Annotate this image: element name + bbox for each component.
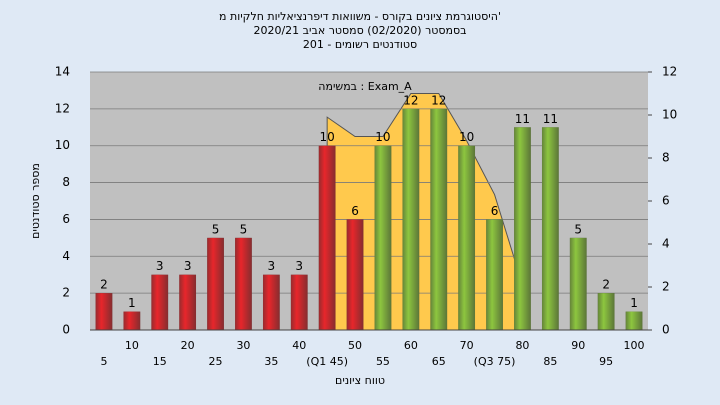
x-tick-label: 85 — [543, 355, 557, 368]
value-label: 1 — [630, 296, 638, 310]
bar — [597, 293, 615, 330]
x-tick-label: 95 — [599, 355, 613, 368]
value-label: 11 — [543, 112, 558, 126]
bar — [235, 237, 252, 330]
x-tick-label: 65 — [432, 355, 446, 368]
x-tick-label: 90 — [571, 339, 585, 352]
y-tick-label: 2 — [62, 286, 70, 300]
x-tick-label: (Q3 75) — [474, 355, 516, 368]
y-axis-label: מספר סטודנטים — [29, 163, 42, 239]
x-tick-label: 60 — [404, 339, 418, 352]
annotation: במשימה : Exam_A — [318, 80, 412, 93]
y2-tick-label: 10 — [662, 108, 677, 122]
chart-subtitle: בסמסטר (02/2020) סמסטר אביב 2020/21 — [253, 24, 466, 37]
bar — [514, 127, 531, 331]
value-label: 10 — [375, 130, 390, 144]
y2-tick-label: 4 — [662, 237, 670, 251]
value-label: 2 — [100, 278, 108, 292]
y-tick-label: 6 — [62, 212, 70, 226]
bar — [179, 274, 197, 330]
x-tick-label: 25 — [209, 355, 223, 368]
y-tick-label: 4 — [62, 249, 70, 263]
y2-tick-label: 12 — [662, 65, 677, 79]
value-label: 12 — [403, 93, 418, 107]
value-label: 10 — [320, 130, 335, 144]
x-axis-label: טווח ציונים — [335, 374, 385, 387]
value-label: 3 — [156, 259, 164, 273]
value-label: 2 — [602, 278, 610, 292]
x-tick-label: 15 — [153, 355, 167, 368]
x-tick-label: 100 — [624, 339, 645, 352]
x-tick-label: 80 — [515, 339, 529, 352]
bar — [569, 237, 587, 330]
bar — [486, 219, 503, 330]
value-label: 5 — [212, 222, 220, 236]
value-label: 5 — [240, 222, 248, 236]
y2-tick-label: 2 — [662, 280, 670, 294]
y2-tick-label: 8 — [662, 151, 670, 165]
bar — [95, 293, 113, 330]
value-label: 3 — [295, 259, 303, 273]
x-tick-label: 40 — [292, 339, 306, 352]
y-tick-label: 12 — [55, 101, 70, 115]
bar — [318, 145, 336, 330]
bar — [374, 145, 392, 330]
y-tick-label: 10 — [55, 138, 70, 152]
x-tick-label: 5 — [100, 355, 107, 368]
value-label: 12 — [431, 93, 446, 107]
x-tick-label: 35 — [264, 355, 278, 368]
value-label: 5 — [574, 222, 582, 236]
x-tick-label: (Q1 45) — [306, 355, 348, 368]
bar — [290, 274, 308, 330]
value-label: 6 — [351, 204, 359, 218]
x-tick-label: 55 — [376, 355, 390, 368]
value-label: 1 — [128, 296, 136, 310]
x-tick-label: 20 — [181, 339, 195, 352]
y-tick-label: 8 — [62, 175, 70, 189]
y-tick-label: 14 — [55, 65, 70, 79]
bar — [430, 108, 448, 330]
y2-tick-label: 0 — [662, 323, 670, 337]
x-tick-label: 30 — [236, 339, 250, 352]
bar — [541, 127, 559, 331]
x-tick-label: 10 — [125, 339, 139, 352]
bar — [402, 108, 420, 330]
y2-tick-label: 6 — [662, 194, 670, 208]
bar — [262, 274, 280, 330]
bar — [346, 219, 364, 330]
value-label: 10 — [459, 130, 474, 144]
bar — [625, 311, 643, 330]
value-label: 6 — [491, 204, 499, 218]
y-tick-label: 0 — [62, 323, 70, 337]
value-label: 11 — [515, 112, 530, 126]
value-label: 3 — [268, 259, 276, 273]
x-tick-label: 50 — [348, 339, 362, 352]
bar — [123, 311, 141, 330]
chart-title: היסטוגרמת ציונים בקורס - משוואות דיפרנצי… — [219, 10, 501, 23]
bar — [458, 145, 476, 330]
bar — [151, 274, 169, 330]
chart-subtitle: סטודנטים רשומים - 201 — [303, 38, 417, 51]
x-tick-label: 70 — [460, 339, 474, 352]
value-label: 3 — [184, 259, 192, 273]
bar — [207, 237, 224, 330]
